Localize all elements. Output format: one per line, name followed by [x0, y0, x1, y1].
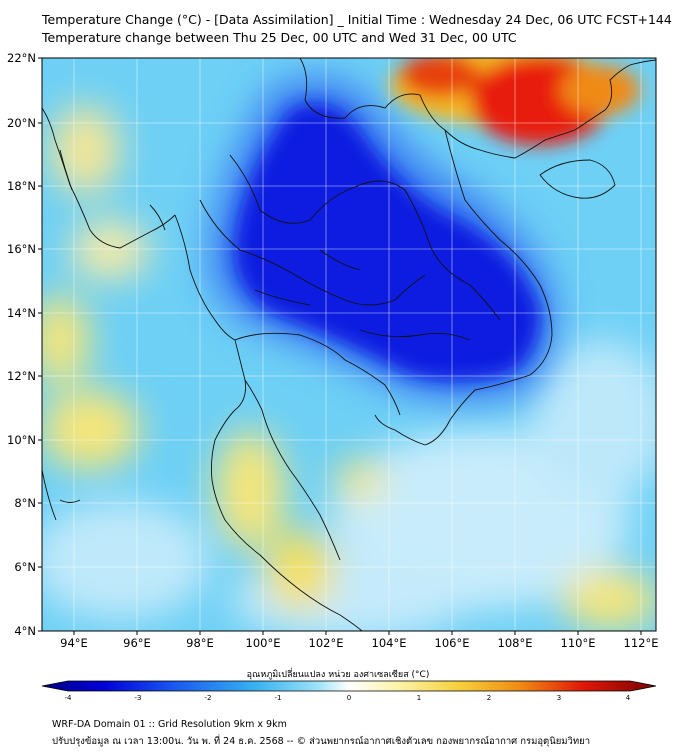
lon-label: 100°E [246, 636, 281, 650]
colorbar-tick: 1 [417, 694, 421, 702]
colorbar-tick: 4 [626, 694, 631, 702]
map-subtitle: Temperature change between Thu 25 Dec, 0… [42, 30, 517, 45]
lon-label: 98°E [186, 636, 214, 650]
colorbar-tick: 3 [557, 694, 561, 702]
colorbar: -4 -3 -2 -1 0 1 2 3 4 [41, 680, 657, 702]
coastlines-borders [42, 58, 656, 631]
lon-label: 104°E [372, 636, 407, 650]
lat-label: 20°N [7, 116, 36, 130]
colorbar-tick: 2 [487, 694, 491, 702]
lat-label: 4°N [14, 624, 36, 638]
lon-label: 94°E [60, 636, 88, 650]
colorbar-tick: 0 [347, 694, 351, 702]
lat-label: 16°N [7, 242, 36, 256]
lon-label: 96°E [123, 636, 151, 650]
map-title: Temperature Change (°C) - [Data Assimila… [42, 12, 672, 27]
lat-label: 14°N [7, 306, 36, 320]
lon-label: 108°E [498, 636, 533, 650]
lon-label: 110°E [561, 636, 596, 650]
colorbar-title: อุณหภูมิเปลี่ยนแปลง หน่วย องศาเซลเซียส (… [246, 670, 430, 680]
lat-label: 22°N [7, 51, 36, 65]
lon-label: 112°E [624, 636, 659, 650]
map-frame [41, 57, 657, 632]
colorbar-tick: -4 [65, 694, 73, 702]
lon-label: 106°E [435, 636, 470, 650]
temperature-field [42, 58, 656, 631]
lat-label: 8°N [14, 496, 36, 510]
colorbar-tick: -2 [205, 694, 212, 702]
colorbar-tick: -3 [135, 694, 142, 702]
lat-label: 6°N [14, 560, 36, 574]
graticule [42, 58, 656, 631]
lat-label: 10°N [7, 433, 36, 447]
lat-label: 18°N [7, 179, 36, 193]
footer-model-info: WRF-DA Domain 01 :: Grid Resolution 9km … [52, 719, 287, 730]
colorbar-tick: -1 [275, 694, 282, 702]
lon-label: 102°E [309, 636, 344, 650]
lat-label: 12°N [7, 369, 36, 383]
footer-credit: ปรับปรุงข้อมูล ณ เวลา 13:00น. วัน พ. ที่… [52, 736, 591, 747]
